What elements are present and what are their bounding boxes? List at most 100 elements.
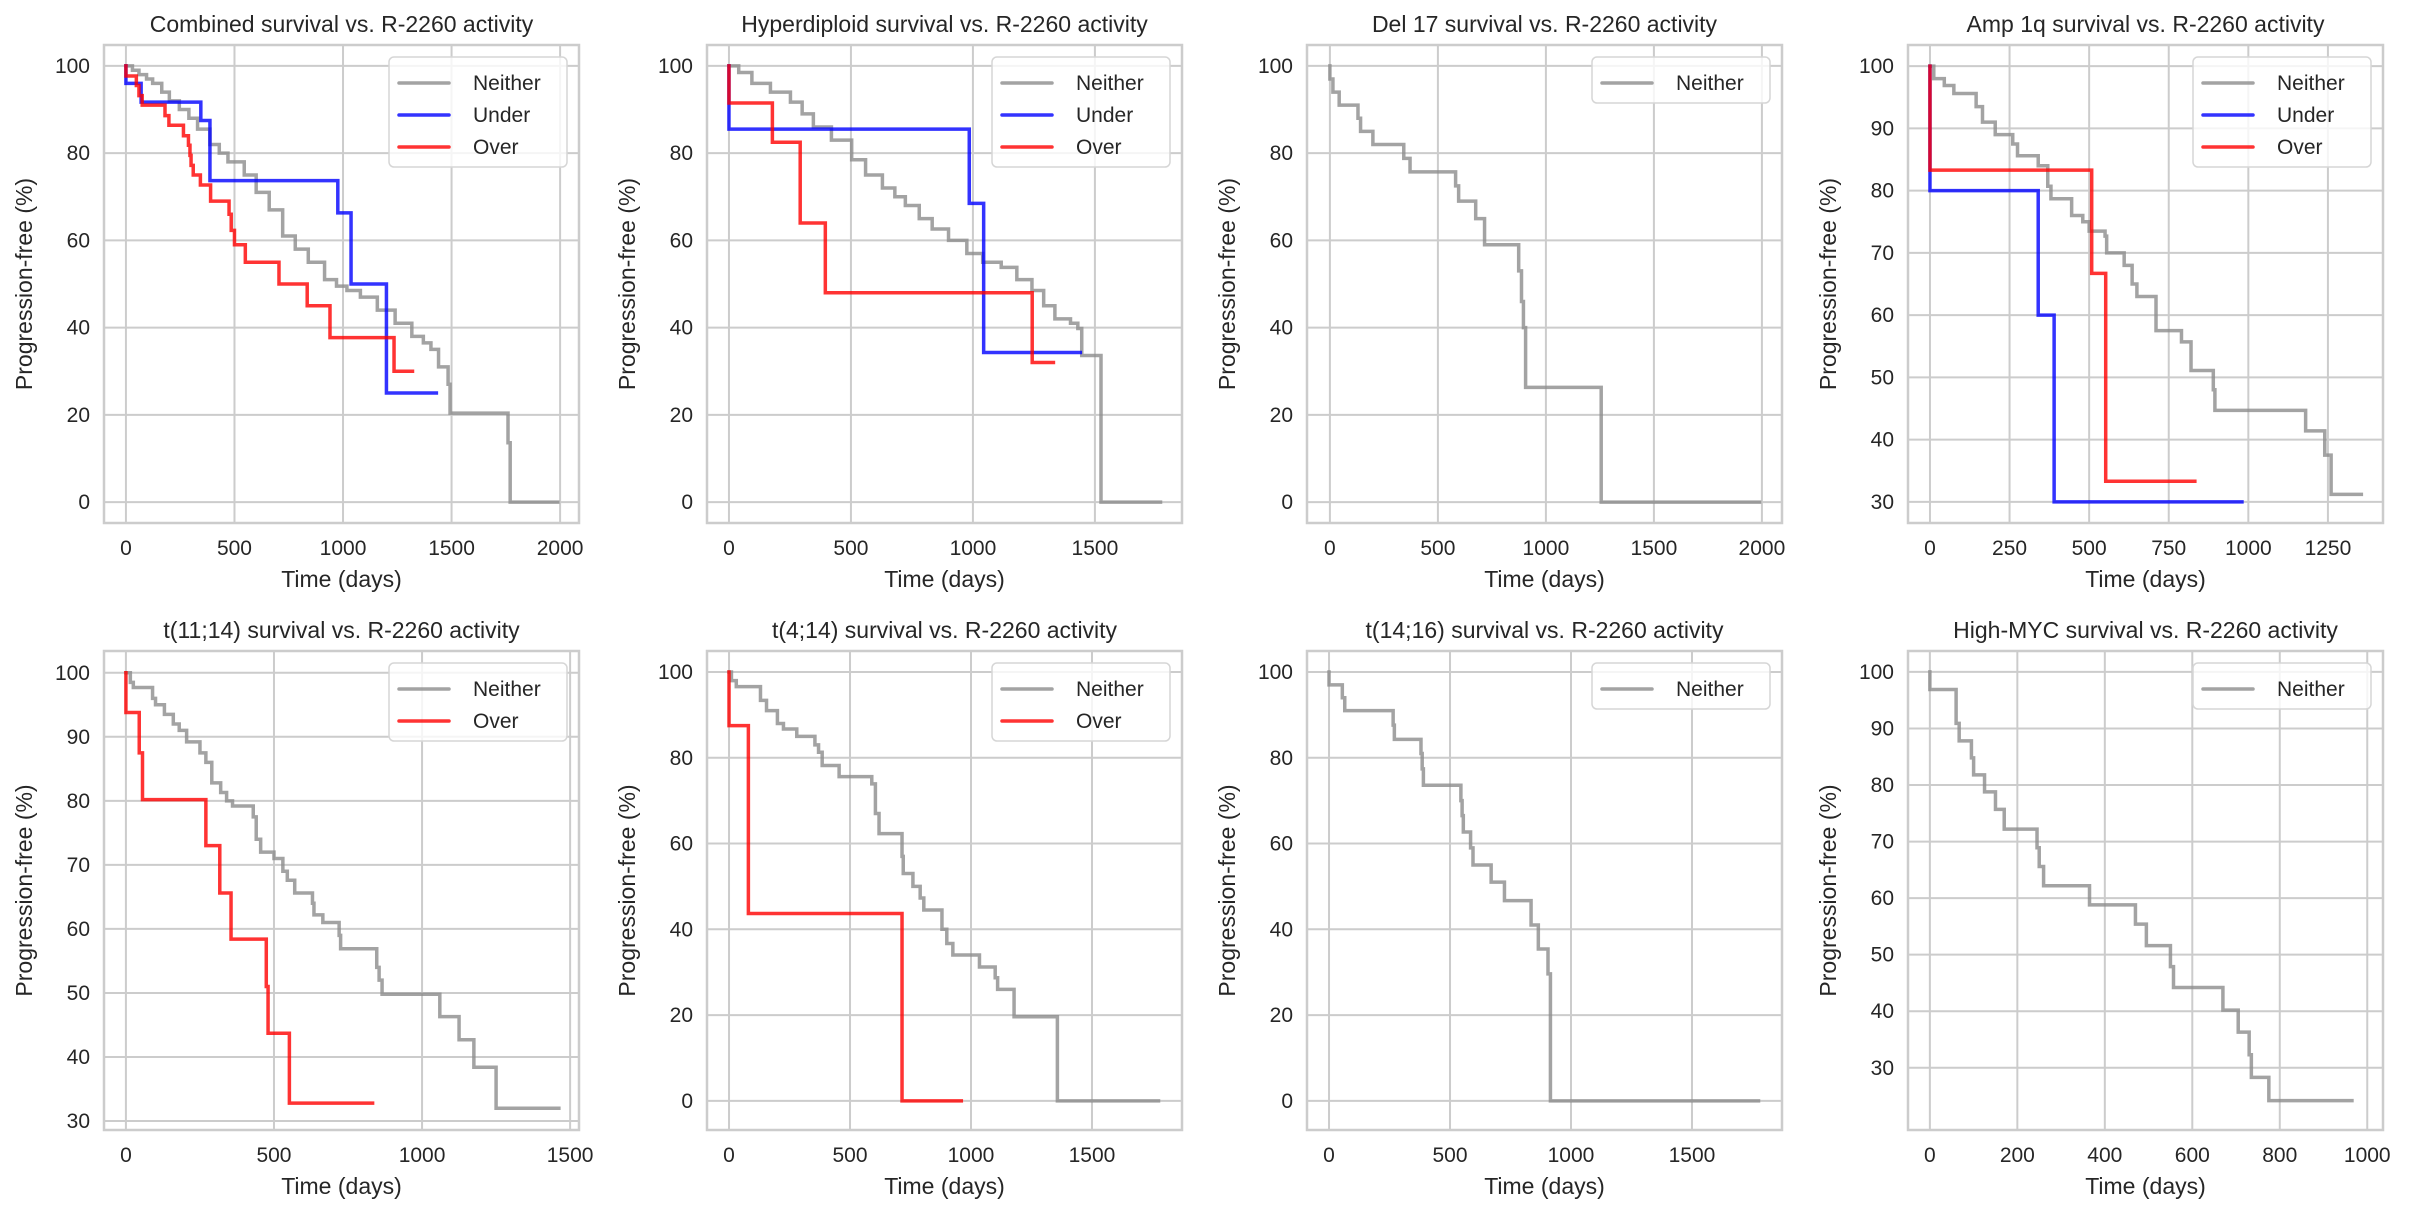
y-tick-label: 80 [1871, 180, 1894, 203]
x-tick-label: 500 [832, 1144, 867, 1167]
y-tick-label: 100 [1258, 55, 1293, 78]
legend-label: Over [1076, 710, 1122, 733]
y-tick-label: 100 [1859, 55, 1894, 78]
y-tick-label: 100 [1258, 661, 1293, 684]
axes-frame [1906, 43, 2385, 525]
y-tick-label: 0 [78, 491, 90, 514]
series-line-neither [727, 670, 1161, 1103]
legend: Neither [1591, 56, 1771, 104]
x-tick-label: 500 [256, 1144, 291, 1167]
x-tick-label: 500 [2072, 537, 2107, 560]
y-tick-label: 20 [1270, 1004, 1293, 1027]
y-tick-label: 30 [1871, 1057, 1894, 1080]
y-tick-label: 50 [67, 982, 90, 1005]
legend-label: Over [2277, 136, 2323, 159]
y-tick-label: 60 [1270, 833, 1293, 856]
series-line-under [727, 64, 1083, 355]
chart-panel-3: 0 500 1000 1500 2000 0 20 40 60 80 100 Del 17 survi… [1214, 11, 1785, 592]
series-line-neither [1328, 64, 1762, 504]
x-tick-label: 0 [1324, 537, 1336, 560]
series-line-under [1928, 64, 2244, 504]
y-tick-label: 40 [1871, 1000, 1894, 1023]
gridlines [1307, 651, 1782, 1130]
x-tick-label: 0 [723, 1144, 735, 1167]
y-tick-label: 20 [1270, 404, 1293, 427]
x-axis-label: Time (days) [884, 566, 1005, 592]
y-tick-label: 30 [1871, 491, 1894, 514]
y-axis-label: Progression-free (%) [1815, 178, 1841, 390]
chart-title: High-MYC survival vs. R-2260 activity [1953, 617, 2338, 643]
chart-title: t(11;14) survival vs. R-2260 activity [163, 617, 520, 643]
legend-label: Neither [473, 678, 541, 701]
y-tick-label: 40 [67, 1046, 90, 1069]
x-tick-label: 1000 [399, 1144, 446, 1167]
chart-title: t(14;16) survival vs. R-2260 activity [1366, 617, 1724, 643]
legend-label: Neither [2277, 72, 2345, 95]
x-tick-label: 1000 [1548, 1144, 1595, 1167]
x-tick-label: 1500 [1069, 1144, 1116, 1167]
x-tick-label: 400 [2087, 1144, 2122, 1167]
x-tick-label: 1000 [1523, 537, 1570, 560]
series-line-over [727, 670, 964, 1103]
legend-label: Neither [1676, 678, 1744, 701]
x-axis-label: Time (days) [1484, 566, 1605, 592]
x-tick-label: 1500 [547, 1144, 594, 1167]
series-line-neither [1928, 670, 2354, 1103]
legend: Neither [1591, 662, 1771, 710]
x-tick-label: 1250 [2305, 537, 2352, 560]
legend-label: Neither [2277, 678, 2345, 701]
chart-panel-5: 0 500 1000 1500 30 40 50 60 70 80 90 100 t(11;14) su… [11, 617, 593, 1199]
y-tick-label: 0 [1281, 1090, 1293, 1113]
series-line-over [124, 671, 375, 1105]
legend-label: Over [473, 136, 519, 159]
y-tick-label: 20 [670, 1004, 693, 1027]
x-axis-label: Time (days) [2085, 566, 2206, 592]
series-line-neither [727, 64, 1163, 504]
x-tick-label: 600 [2175, 1144, 2210, 1167]
x-axis-label: Time (days) [884, 1173, 1005, 1199]
y-tick-label: 70 [1871, 242, 1894, 265]
x-axis-label: Time (days) [2085, 1173, 2206, 1199]
legend-box [1591, 56, 1771, 104]
x-tick-label: 200 [2000, 1144, 2035, 1167]
y-tick-label: 40 [670, 317, 693, 340]
x-tick-label: 500 [1432, 1144, 1467, 1167]
legend-box [2192, 662, 2372, 710]
y-tick-label: 60 [1871, 304, 1894, 327]
y-axis-label: Progression-free (%) [1815, 784, 1841, 996]
y-tick-label: 30 [67, 1110, 90, 1133]
legend-label: Neither [1076, 72, 1144, 95]
series-line-neither [124, 64, 560, 504]
y-tick-label: 60 [670, 833, 693, 856]
series-line-under [124, 64, 439, 395]
y-tick-label: 80 [67, 142, 90, 165]
series-line-neither [124, 671, 561, 1110]
y-tick-label: 80 [1270, 142, 1293, 165]
y-axis-label: Progression-free (%) [614, 178, 640, 390]
y-tick-label: 20 [67, 404, 90, 427]
legend-label: Under [473, 104, 530, 127]
x-tick-label: 1000 [950, 537, 997, 560]
y-tick-label: 0 [681, 491, 693, 514]
chart-panel-1: 0 500 1000 1500 2000 0 20 40 60 80 100 Combined sur… [11, 11, 583, 592]
series-line-over [124, 64, 415, 373]
y-tick-label: 80 [670, 747, 693, 770]
y-tick-label: 60 [670, 229, 693, 252]
y-tick-label: 60 [1871, 887, 1894, 910]
y-tick-label: 80 [67, 790, 90, 813]
legend: Neither Over [388, 662, 568, 742]
y-tick-label: 100 [55, 55, 90, 78]
x-tick-label: 500 [217, 537, 252, 560]
y-axis-label: Progression-free (%) [1214, 178, 1240, 390]
legend: Neither Over [991, 662, 1171, 742]
series-line-over [727, 64, 1056, 365]
y-tick-label: 40 [67, 317, 90, 340]
x-tick-label: 0 [1924, 1144, 1936, 1167]
y-tick-label: 60 [67, 918, 90, 941]
series-line-neither [1327, 670, 1761, 1103]
legend-label: Over [473, 710, 519, 733]
y-tick-label: 0 [1281, 491, 1293, 514]
y-tick-label: 90 [67, 726, 90, 749]
y-tick-label: 80 [670, 142, 693, 165]
